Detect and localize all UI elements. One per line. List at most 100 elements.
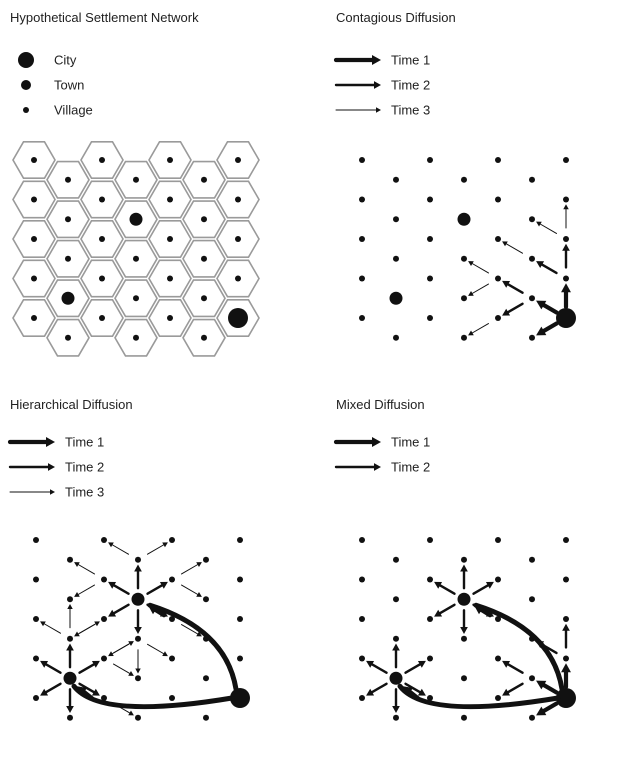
arrow-shaft [369,662,388,674]
settlements [359,157,576,341]
diffusion-arrow [366,660,388,674]
arrow-head [91,660,100,668]
village-dot [563,576,569,583]
arrow-head [417,688,426,696]
legend-label: Time 2 [65,460,104,475]
arrow-head [162,651,168,657]
diffusion-arrow [434,581,456,595]
village-dot [427,655,433,662]
diffusion-arrow [502,241,523,254]
village-dot [33,616,39,622]
diffusion-arrow [472,581,494,595]
village-dot [563,616,569,622]
arrow-shaft [406,688,421,701]
arrow-shaft [78,682,97,695]
arrow-head [74,631,80,637]
town-legend-symbol [21,80,31,90]
town-dot [61,291,75,305]
village-dot [563,275,569,282]
arrow-head [502,308,511,316]
village-dot [237,655,243,662]
hexagon-grid [12,141,260,357]
village-dot [495,157,501,163]
diffusion-arrow [404,682,426,696]
diffusion-arrow [536,641,558,655]
village-dot [495,537,501,543]
arrow-head [417,660,426,668]
panel-title: Hierarchical Diffusion [10,397,133,412]
village-dot [393,714,399,721]
diffusion-arrow [536,321,559,336]
diffusion-arrow [40,660,62,674]
arrow-shaft [111,583,130,595]
village-dot [427,157,433,163]
village-dot [461,176,467,183]
arrow-shaft [540,682,559,695]
diffusion-arrow [113,663,134,676]
arrow-head [536,300,547,310]
village-dot [563,157,569,163]
legend-label: Town [54,78,84,93]
arrow-shaft [539,223,557,234]
arrow-shaft [77,563,95,575]
legend-label: Time 2 [391,78,430,93]
town-dot [457,592,471,606]
panel-title: Mixed Diffusion [336,397,425,412]
arrow-shaft [505,282,524,294]
arrow-shaft [505,302,524,315]
diffusion-arrow [562,243,570,269]
arrow-shaft [181,563,199,575]
arrow-head [392,706,400,714]
arrow-shaft [146,583,165,595]
diffusion-arrow [108,603,130,617]
diffusion-arrow [536,221,557,234]
village-dot [529,176,535,183]
village-dot [427,275,433,282]
diffusion-arrow [74,562,95,575]
arrow-head [502,280,511,288]
village-dot [529,714,535,721]
village-dot [101,655,107,662]
arrow-head [536,221,542,227]
village-dot [359,695,365,701]
diffusion-arrow [135,649,141,674]
village-dot [393,635,399,642]
diffusion-arrow [472,603,494,617]
arrow-head [502,241,508,247]
diffusion-arrow [561,663,571,690]
legend-arrow [9,489,55,495]
arrow-head [562,243,570,251]
legend: Time 1 Time 2 Time 3 [7,435,104,500]
village-dot [393,176,399,183]
arrow-head [74,591,80,597]
diffusion-arrow [78,660,100,674]
village-dot [133,176,139,183]
legend-arrow [7,437,55,447]
village-dot [201,334,207,341]
diffusion-arrow [460,564,468,590]
village-dot [563,655,569,662]
village-dot [393,556,399,563]
village-dot [495,315,501,321]
arrow-shaft [471,323,489,334]
village-dot [393,216,399,223]
diffusion-arrow [74,624,95,637]
arrow-head [66,643,74,651]
diffusion-arrow [561,283,571,310]
town-dot [63,671,77,685]
diffusion-arrow [147,542,168,555]
diffusion-arrow [146,603,168,617]
arrow-head [403,686,414,696]
arrow-head [40,621,46,627]
village-dot [495,576,501,583]
jump-curve-to-town [147,602,239,692]
village-dot [563,537,569,543]
diffusion-arrow [108,542,129,555]
arrow-head [502,660,511,668]
village-dot [67,556,73,563]
village-dot [529,216,535,223]
diffusion-arrows [366,564,571,716]
arrow-head [74,562,80,568]
village-dot [427,196,433,203]
village-dot [427,576,433,583]
